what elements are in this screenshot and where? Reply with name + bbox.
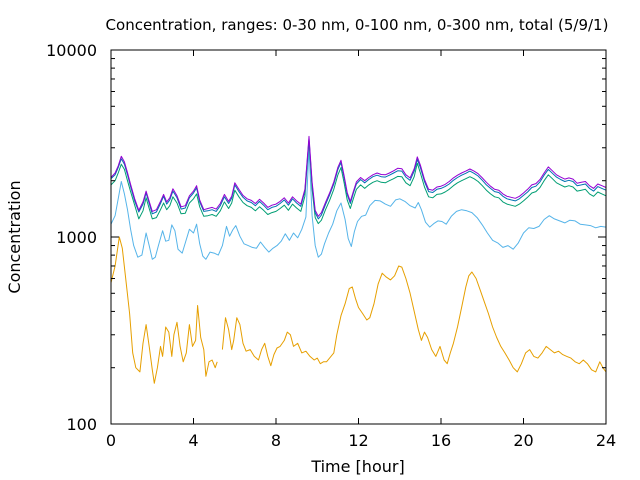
plot-series — [110, 135, 607, 384]
y-tick-label: 100 — [66, 415, 97, 434]
x-tick-label: 0 — [106, 431, 116, 450]
x-tick-label: 12 — [348, 431, 368, 450]
series-line-5-segment-1 — [110, 135, 607, 217]
series-line-1-segment-1 — [110, 236, 218, 384]
chart-title: Concentration, ranges: 0-30 nm, 0-100 nm… — [106, 16, 609, 34]
y-tick-label: 1000 — [56, 228, 97, 247]
plot-frame — [110, 49, 607, 425]
x-tick-label: 4 — [188, 431, 198, 450]
series-line-2-segment-1 — [110, 147, 607, 260]
x-tick-label: 8 — [271, 431, 281, 450]
series-line-1-segment-2 — [221, 265, 607, 373]
series-line-4-segment-1 — [110, 138, 607, 220]
axis-ticks: 0 4 8 12 16 20 24 100 1000 10000 — [46, 41, 616, 450]
y-tick-label: 10000 — [46, 41, 97, 60]
y-axis-label: Concentration — [5, 180, 24, 293]
x-axis-label: Time [hour] — [310, 457, 404, 476]
x-tick-label: 24 — [596, 431, 616, 450]
series-line-3-segment-1 — [110, 139, 607, 225]
x-tick-label: 16 — [431, 431, 451, 450]
x-tick-label: 20 — [513, 431, 533, 450]
